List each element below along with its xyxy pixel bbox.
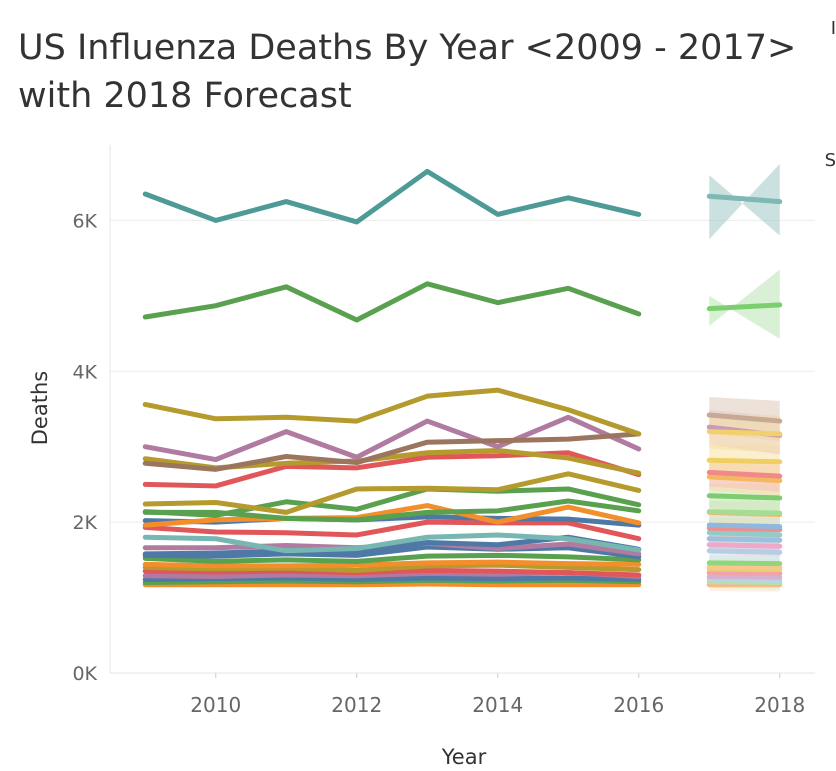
x-tick-label: 2014 <box>472 693 523 717</box>
forecast-line[interactable] <box>706 576 783 583</box>
forecast-line[interactable] <box>706 193 783 205</box>
forecast-line[interactable] <box>706 457 783 465</box>
y-tick-label: 0K <box>72 663 97 685</box>
x-tick-label: 2010 <box>190 693 241 717</box>
series-line[interactable] <box>142 544 642 560</box>
series-lines <box>142 168 642 588</box>
series-line[interactable] <box>142 532 642 554</box>
series-line[interactable] <box>142 581 642 588</box>
series-line[interactable] <box>142 450 642 489</box>
series-line[interactable] <box>142 431 642 472</box>
forecast-line[interactable] <box>706 542 783 549</box>
forecast-lines <box>706 193 783 588</box>
legend-cut-label-1: I <box>830 18 836 39</box>
series-line[interactable] <box>142 552 642 564</box>
forecast-line[interactable] <box>706 530 783 538</box>
series-line[interactable] <box>142 486 642 518</box>
forecast-line[interactable] <box>706 522 783 530</box>
series-line[interactable] <box>142 503 642 528</box>
series-line[interactable] <box>142 559 642 569</box>
series-line[interactable] <box>142 471 642 515</box>
forecast-line[interactable] <box>706 573 783 580</box>
series-line[interactable] <box>142 281 642 323</box>
y-axis-title: Deaths <box>28 371 52 445</box>
series-line[interactable] <box>142 414 642 463</box>
forecast-band <box>709 163 780 240</box>
forecast-line[interactable] <box>706 493 783 501</box>
x-tick-label: 2018 <box>754 693 805 717</box>
series-line[interactable] <box>142 519 642 542</box>
chart-title-line-1: US Influenza Deaths By Year <2009 - 2017… <box>18 28 797 68</box>
forecast-line[interactable] <box>706 412 783 424</box>
series-line[interactable] <box>142 562 642 573</box>
forecast-line[interactable] <box>706 564 783 570</box>
x-axis-title: Year <box>441 745 487 769</box>
forecast-line[interactable] <box>706 548 783 555</box>
forecast-line[interactable] <box>706 429 783 437</box>
forecast-line[interactable] <box>706 509 783 516</box>
forecast-line[interactable] <box>706 570 783 576</box>
forecast-line[interactable] <box>706 560 783 567</box>
y-tick-label: 6K <box>72 210 97 232</box>
x-tick-label: 2012 <box>331 693 382 717</box>
forecast-line[interactable] <box>706 474 783 484</box>
y-tick-label: 2K <box>72 512 97 534</box>
forecast-line[interactable] <box>706 302 783 312</box>
chart-title-line-2: with 2018 Forecast <box>18 76 352 116</box>
y-tick-label: 4K <box>72 361 97 383</box>
forecast-band <box>709 269 780 339</box>
forecast-line[interactable] <box>706 525 783 533</box>
forecast-line[interactable] <box>706 536 783 543</box>
series-line[interactable] <box>142 168 642 225</box>
chart-title: US Influenza Deaths By Year <2009 - 2017… <box>18 24 818 120</box>
axes: 0K 2K 4K 6K 2010 2012 2014 2016 2018 Year Deaths <box>28 145 815 769</box>
series-line[interactable] <box>142 567 642 578</box>
legend-cut-label-2: S <box>824 150 836 171</box>
series-line[interactable] <box>142 387 642 437</box>
forecast-line[interactable] <box>706 469 783 479</box>
x-tick-label: 2016 <box>613 693 664 717</box>
